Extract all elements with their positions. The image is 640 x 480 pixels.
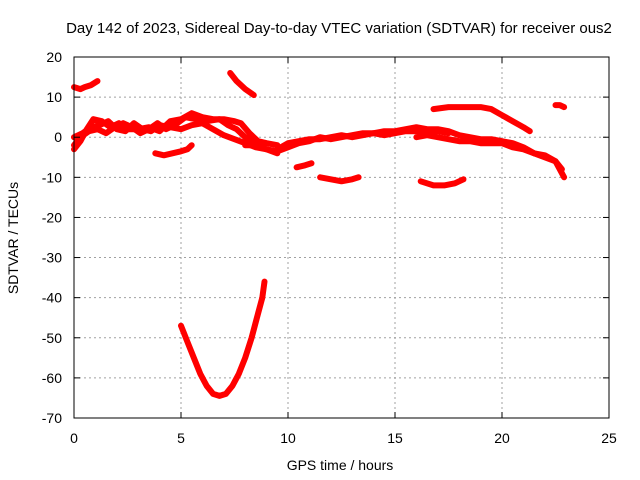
x-axis-label: GPS time / hours (287, 457, 394, 473)
y-tick-label: -10 (42, 169, 62, 185)
chart-title: Day 142 of 2023, Sidereal Day-to-day VTE… (66, 20, 612, 37)
series-arc-m (430, 104, 533, 135)
x-tick-label: 15 (387, 430, 403, 446)
x-tick-label: 10 (280, 430, 296, 446)
x-axis-ticks: 0 5 10 15 20 25 (70, 57, 617, 446)
series-arc-j (293, 160, 315, 171)
series-arc-c (71, 114, 257, 149)
series-arc-e (274, 128, 452, 153)
y-tick-label: 10 (46, 89, 62, 105)
y-tick-label: 20 (46, 49, 62, 65)
y-axis-ticks: 20 10 0 -10 -20 -30 -40 -50 -60 -70 (42, 49, 609, 426)
series-arc-o (178, 278, 268, 399)
series-arc-i (152, 142, 195, 159)
y-tick-label: -40 (42, 290, 62, 306)
series-arc-h (227, 70, 257, 99)
series-arc-l (417, 176, 467, 189)
series-arc-a (71, 110, 281, 153)
y-tick-label: 0 (54, 129, 62, 145)
plot-frame (73, 56, 610, 419)
gridlines (74, 57, 609, 418)
y-axis-label: SDTVAR / TECUs (5, 182, 21, 294)
y-tick-label: -70 (42, 410, 62, 426)
series-arc-g (71, 78, 101, 93)
series-arc-k (317, 174, 362, 185)
series-arc-f (413, 132, 568, 181)
y-tick-label: -30 (42, 250, 62, 266)
x-tick-label: 5 (177, 430, 185, 446)
series-arc-n (552, 102, 568, 111)
series-layer (71, 70, 568, 399)
y-tick-label: -60 (42, 370, 62, 386)
x-tick-label: 0 (70, 430, 78, 446)
x-tick-label: 20 (494, 430, 510, 446)
y-tick-label: -20 (42, 209, 62, 225)
x-tick-label: 25 (601, 430, 617, 446)
y-tick-label: -50 (42, 330, 62, 346)
